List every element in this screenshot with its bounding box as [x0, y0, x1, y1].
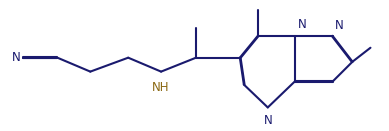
Text: N: N	[11, 51, 20, 64]
Text: NH: NH	[152, 81, 170, 94]
Text: N: N	[298, 18, 307, 31]
Text: N: N	[335, 19, 343, 32]
Text: N: N	[263, 114, 272, 127]
